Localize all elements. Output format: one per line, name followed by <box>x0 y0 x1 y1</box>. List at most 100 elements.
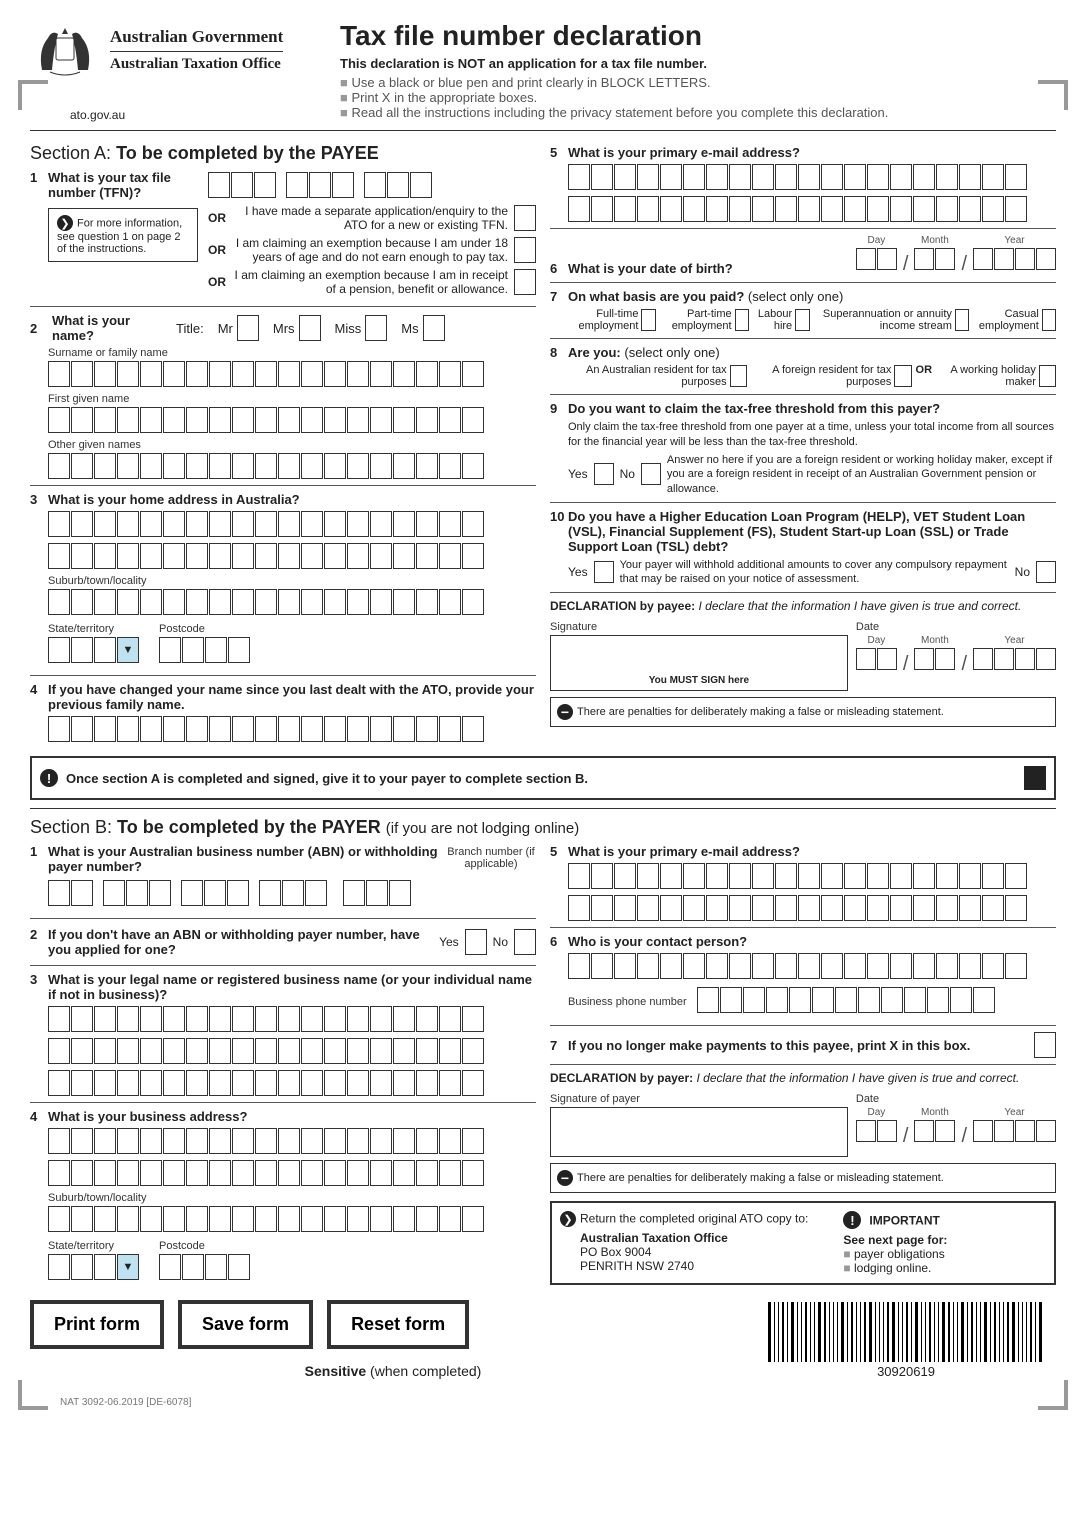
branch-boxes[interactable] <box>343 880 411 906</box>
b2-text: If you don't have an ABN or withholding … <box>48 927 439 957</box>
instruction-1: Use a black or blue pen and print clearl… <box>340 75 1056 90</box>
or1-checkbox[interactable] <box>514 205 536 231</box>
b6-name[interactable] <box>568 953 1056 979</box>
payer-sig-label: Signature of payer <box>550 1093 848 1105</box>
mr-label: Mr <box>218 321 233 336</box>
section-a-heading: Section A: To be completed by the PAYEE <box>30 143 536 164</box>
q7-text: On what basis are you paid? <box>568 289 744 304</box>
email2-boxes[interactable] <box>568 196 1056 222</box>
q10-num: 10 <box>550 509 568 554</box>
instructions-list: Use a black or blue pen and print clearl… <box>340 75 1056 120</box>
chevron-icon: ❯ <box>57 215 73 231</box>
q9-no-cb[interactable] <box>641 463 661 485</box>
gov-title: Australian Government <box>110 27 283 47</box>
branch-label: Branch number (if applicable) <box>446 846 536 872</box>
miss-checkbox[interactable] <box>365 315 387 341</box>
miss-label: Miss <box>335 321 362 336</box>
mrs-checkbox[interactable] <box>299 315 321 341</box>
prevname-boxes[interactable] <box>48 716 536 742</box>
payer-signature-box[interactable] <box>550 1107 848 1157</box>
b2-yes-cb[interactable] <box>465 929 487 955</box>
q8-opt3: A working holiday maker <box>936 364 1036 388</box>
or-label: OR <box>208 275 226 289</box>
q4-text: If you have changed your name since you … <box>48 682 536 712</box>
q1-text: What is your tax file number (TFN)? <box>48 170 200 200</box>
decl-date[interactable]: Day/ Month/ Year <box>856 635 1056 676</box>
q9-no-label: No <box>620 467 635 481</box>
b6-phone[interactable] <box>697 987 995 1013</box>
q9-yes-cb[interactable] <box>594 463 614 485</box>
mr-checkbox[interactable] <box>237 315 259 341</box>
suburb-boxes[interactable] <box>48 589 536 615</box>
b2-no-cb[interactable] <box>514 929 536 955</box>
b4-num: 4 <box>30 1109 48 1124</box>
or-label: OR <box>208 211 226 225</box>
q7-cb4[interactable] <box>955 309 969 331</box>
b3-r3[interactable] <box>48 1070 536 1096</box>
b7-checkbox[interactable] <box>1034 1032 1056 1058</box>
q7-cb5[interactable] <box>1042 309 1056 331</box>
surname-label: Surname or family name <box>48 347 536 359</box>
other-label: Other given names <box>48 439 536 451</box>
exclamation-icon: ! <box>843 1211 861 1229</box>
q3-text: What is your home address in Australia? <box>48 492 536 507</box>
b4-r2[interactable] <box>48 1160 536 1186</box>
q7-cb2[interactable] <box>735 309 749 331</box>
q8-cb2[interactable] <box>894 365 911 387</box>
suburb-label: Suburb/town/locality <box>48 575 536 587</box>
b4-postcode[interactable] <box>159 1254 250 1280</box>
save-button[interactable]: Save form <box>178 1300 313 1349</box>
or3-checkbox[interactable] <box>514 269 536 295</box>
b4-r1[interactable] <box>48 1128 536 1154</box>
crop-mark-br <box>1038 1380 1068 1410</box>
signature-box[interactable]: You MUST SIGN here <box>550 635 848 691</box>
q6-num: 6 <box>550 261 568 276</box>
b4-state[interactable] <box>48 1254 139 1280</box>
title-label: Title: <box>176 321 204 336</box>
b4-state-label: State/territory <box>48 1240 139 1252</box>
addr2-boxes[interactable] <box>48 543 536 569</box>
b5-r1[interactable] <box>568 863 1056 889</box>
print-button[interactable]: Print form <box>30 1300 164 1349</box>
postcode-boxes[interactable] <box>159 637 250 663</box>
tfn-boxes[interactable] <box>208 172 536 198</box>
q10-yes-cb[interactable] <box>594 561 614 583</box>
q8-cb3[interactable] <box>1039 365 1056 387</box>
q7-cb1[interactable] <box>641 309 655 331</box>
state-boxes[interactable] <box>48 637 139 663</box>
abn-boxes[interactable] <box>48 880 327 906</box>
b5-r2[interactable] <box>568 895 1056 921</box>
q5-num: 5 <box>550 145 568 160</box>
q9-text: Do you want to claim the tax-free thresh… <box>568 401 1056 416</box>
q7-opt1: Full-time employment <box>568 308 638 332</box>
reset-button[interactable]: Reset form <box>327 1300 469 1349</box>
chevron-icon: ❯ <box>560 1211 576 1227</box>
black-square-icon <box>1024 766 1046 790</box>
b4-state-dropdown[interactable] <box>117 1254 139 1280</box>
q9-note: Only claim the tax-free threshold from o… <box>568 420 1056 449</box>
b3-r2[interactable] <box>48 1038 536 1064</box>
section-a-notice: !Once section A is completed and signed,… <box>30 756 1056 800</box>
b4-postcode-label: Postcode <box>159 1240 250 1252</box>
or2-checkbox[interactable] <box>514 237 536 263</box>
b4-suburb[interactable] <box>48 1206 536 1232</box>
surname-boxes[interactable] <box>48 361 536 387</box>
payer-date[interactable]: Day/ Month/ Year <box>856 1107 1056 1148</box>
state-dropdown[interactable] <box>117 637 139 663</box>
q10-no-cb[interactable] <box>1036 561 1056 583</box>
q8-text: Are you: <box>568 345 621 360</box>
penalty-box-a: −There are penalties for deliberately ma… <box>550 697 1056 727</box>
or1-text: I have made a separate application/enqui… <box>232 204 508 232</box>
first-boxes[interactable] <box>48 407 536 433</box>
addr1-boxes[interactable] <box>48 511 536 537</box>
footer-sensitive: Sensitive (when completed) <box>30 1363 756 1379</box>
q8-cb1[interactable] <box>730 365 747 387</box>
b2-num: 2 <box>30 927 48 957</box>
other-boxes[interactable] <box>48 453 536 479</box>
b5-text: What is your primary e-mail address? <box>568 844 1056 859</box>
b3-r1[interactable] <box>48 1006 536 1032</box>
dob-date[interactable]: Day/ Month/ Year <box>856 235 1056 276</box>
ms-checkbox[interactable] <box>423 315 445 341</box>
email1-boxes[interactable] <box>568 164 1056 190</box>
q7-cb3[interactable] <box>795 309 810 331</box>
